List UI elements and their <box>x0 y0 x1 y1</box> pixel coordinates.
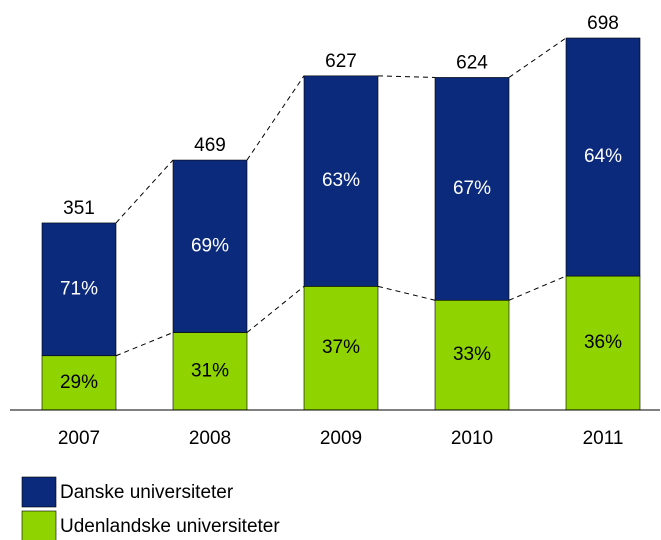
connector <box>377 75 436 78</box>
segment-label: 67% <box>453 178 491 199</box>
bar-segment <box>172 159 248 333</box>
bar-segment <box>303 75 379 287</box>
segment-label: 63% <box>322 170 360 191</box>
x-tick-label: 2011 <box>583 428 624 449</box>
total-label: 698 <box>587 13 619 34</box>
x-tick-label: 2007 <box>58 428 100 449</box>
x-tick-label: 2008 <box>189 428 231 449</box>
legend-label: Udenlandske universiteter <box>60 516 280 537</box>
connector <box>246 285 305 333</box>
segment-label: 64% <box>584 146 622 167</box>
segment-label: 36% <box>584 332 622 353</box>
segment-label: 33% <box>453 344 491 365</box>
legend-swatch <box>21 476 57 508</box>
bar-segment <box>41 222 117 357</box>
segment-label: 69% <box>191 235 229 256</box>
connector <box>508 275 567 301</box>
connector <box>377 285 436 301</box>
x-tick-label: 2010 <box>451 428 493 449</box>
total-label: 624 <box>456 52 488 73</box>
segment-label: 31% <box>191 360 229 381</box>
x-tick-label: 2009 <box>320 428 362 449</box>
total-label: 351 <box>63 198 95 219</box>
connector <box>115 332 174 357</box>
bar-segment <box>434 77 510 301</box>
bar-segment <box>565 37 641 277</box>
connector <box>508 37 567 78</box>
connector <box>115 159 174 224</box>
legend-swatch <box>21 510 57 540</box>
bar-segment <box>303 286 379 411</box>
bar-segment <box>41 355 117 411</box>
legend-label: Danske universiteter <box>60 482 234 503</box>
total-label: 469 <box>194 135 226 156</box>
segment-label: 29% <box>60 372 98 393</box>
segment-label: 71% <box>60 278 98 299</box>
total-label: 627 <box>325 51 357 72</box>
connector <box>246 75 305 161</box>
bar-segment <box>434 299 510 411</box>
segment-label: 37% <box>322 337 360 358</box>
